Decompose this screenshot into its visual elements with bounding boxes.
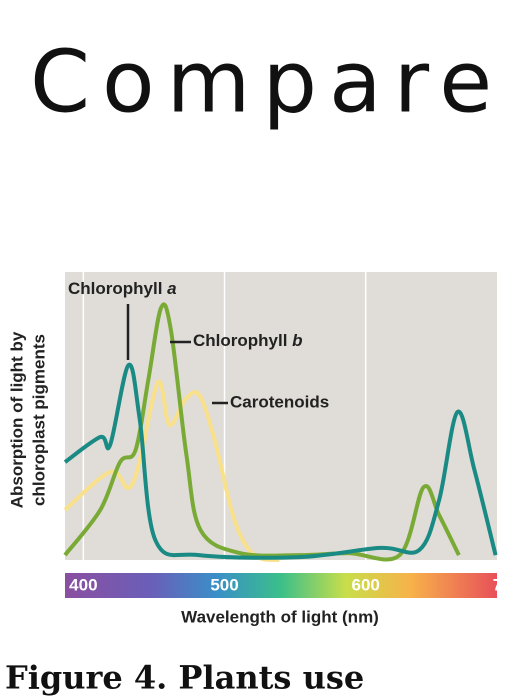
x-tick-label: 600: [352, 575, 380, 594]
y-axis-label: Absorption of light by chloroplast pigme…: [7, 331, 48, 508]
x-axis-label: Wavelength of light (nm): [181, 607, 379, 626]
line-series: [63, 302, 461, 562]
line-series: [63, 379, 280, 562]
series-label: Chlorophyll b: [193, 331, 303, 350]
x-tick-label: 700: [493, 575, 519, 594]
series-label: Carotenoids: [230, 392, 329, 411]
caption: Figure 4. Plants use: [5, 659, 364, 697]
y-axis-label-line: Absorption of light by: [7, 331, 26, 508]
x-ticks: 400 500 600 700: [69, 575, 519, 594]
plot-background: [65, 272, 497, 560]
series-label: Chlorophyll a: [68, 279, 177, 298]
spectrum-bar: [65, 573, 497, 598]
y-axis-label-line: chloroplast pigments: [29, 334, 48, 506]
line-series: [63, 362, 498, 560]
x-tick-label: 400: [69, 575, 97, 594]
handwriting: Compare: [30, 32, 504, 132]
x-tick-label: 500: [210, 575, 238, 594]
